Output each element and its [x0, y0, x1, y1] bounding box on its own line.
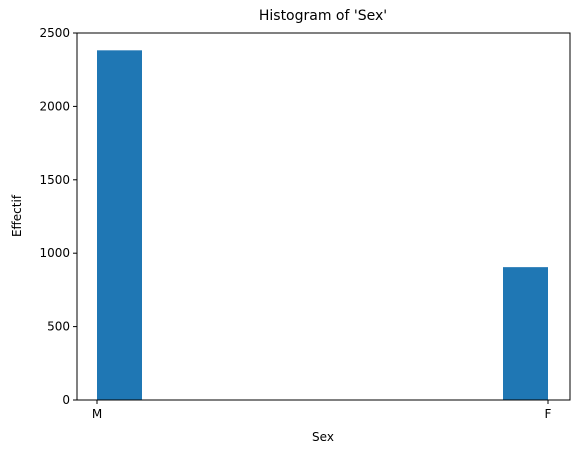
bar-f — [503, 267, 548, 400]
y-tick-label: 2000 — [39, 99, 70, 113]
plot-frame — [76, 32, 571, 401]
y-axis: 0 500 1000 1500 2000 2500 — [39, 26, 77, 407]
y-tick-label: 1500 — [39, 173, 70, 187]
y-tick-label: 0 — [62, 393, 70, 407]
bars-group — [97, 50, 548, 401]
x-tick-label: M — [92, 407, 102, 421]
y-tick-label: 1000 — [39, 246, 70, 260]
y-tick-label: 500 — [47, 320, 70, 334]
y-tick-label: 2500 — [39, 26, 70, 40]
x-axis-label: Sex — [312, 430, 334, 444]
bar-m — [97, 50, 142, 401]
y-axis-label: Effectif — [10, 194, 24, 237]
x-tick-label: F — [545, 407, 552, 421]
chart-title: Histogram of 'Sex' — [259, 8, 387, 24]
